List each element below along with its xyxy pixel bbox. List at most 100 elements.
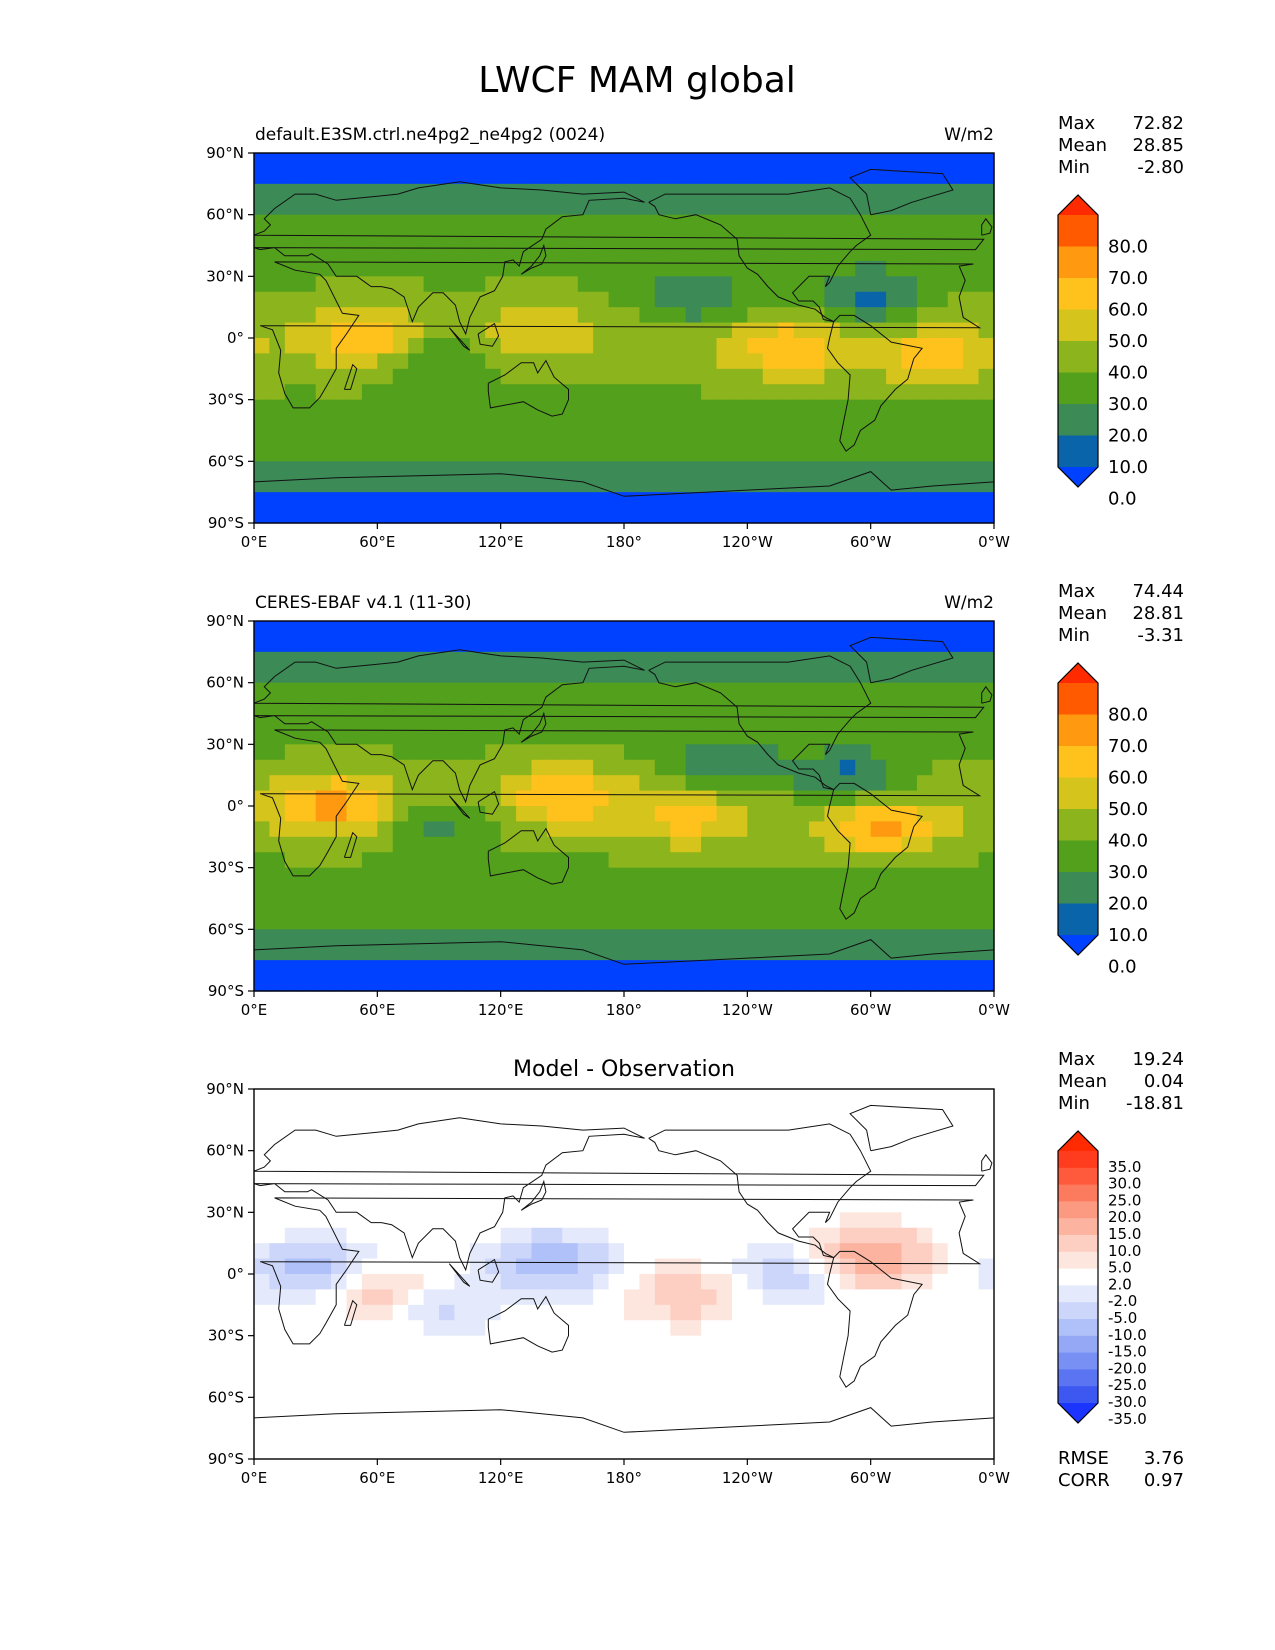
field-cell bbox=[423, 960, 440, 977]
field-cell bbox=[624, 636, 641, 653]
field-cell bbox=[654, 1243, 671, 1260]
field-cell bbox=[839, 913, 856, 930]
field-cell bbox=[516, 1212, 533, 1229]
field-cell bbox=[439, 260, 456, 277]
field-cell bbox=[315, 1289, 332, 1306]
field-cell bbox=[315, 1196, 332, 1213]
colorbar-label: 80.0 bbox=[1108, 237, 1148, 258]
field-cell bbox=[778, 667, 795, 684]
field-cell bbox=[361, 1119, 378, 1136]
field-cell bbox=[392, 1304, 409, 1321]
field-cell bbox=[300, 214, 317, 231]
field-cell bbox=[269, 245, 286, 262]
field-cell bbox=[824, 1227, 841, 1244]
field-cell bbox=[254, 1320, 271, 1337]
field-cell bbox=[315, 245, 332, 262]
field-cell bbox=[947, 821, 964, 838]
field-cell bbox=[886, 1089, 903, 1106]
field-cell bbox=[361, 1227, 378, 1244]
field-cell bbox=[546, 975, 563, 992]
field-cell bbox=[392, 651, 409, 668]
field-cell bbox=[670, 322, 687, 339]
field-cell bbox=[824, 168, 841, 185]
field-cell bbox=[531, 199, 548, 216]
field-cell bbox=[377, 1397, 394, 1414]
colorbar-label: -30.0 bbox=[1108, 1393, 1147, 1411]
field-cell bbox=[639, 214, 656, 231]
field-cell bbox=[608, 1381, 625, 1398]
field-cell bbox=[485, 775, 502, 792]
field-cell bbox=[408, 1397, 425, 1414]
field-cell bbox=[546, 1274, 563, 1291]
field-cell bbox=[346, 713, 363, 730]
field-cell bbox=[531, 338, 548, 355]
field-cell bbox=[654, 1258, 671, 1275]
field-cell bbox=[593, 445, 610, 462]
field-cell bbox=[423, 461, 440, 478]
field-cell bbox=[608, 636, 625, 653]
field-cell bbox=[439, 852, 456, 869]
field-cell bbox=[269, 913, 286, 930]
field-cell bbox=[670, 368, 687, 385]
field-cell bbox=[562, 1196, 579, 1213]
field-cell bbox=[392, 338, 409, 355]
field-cell bbox=[978, 1304, 995, 1321]
field-cell bbox=[346, 1089, 363, 1106]
field-cell bbox=[963, 1212, 980, 1229]
colorbar-segment bbox=[1058, 246, 1098, 279]
field-cell bbox=[793, 430, 810, 447]
colorbar-segment bbox=[1058, 1386, 1098, 1404]
field-cell bbox=[978, 636, 995, 653]
field-cell bbox=[439, 621, 456, 638]
field-cell bbox=[901, 1150, 918, 1167]
field-cell bbox=[886, 1196, 903, 1213]
field-cell bbox=[762, 338, 779, 355]
field-cell bbox=[284, 929, 301, 946]
field-cell bbox=[978, 291, 995, 308]
field-cell bbox=[284, 1289, 301, 1306]
field-cell bbox=[608, 759, 625, 776]
field-cell bbox=[824, 883, 841, 900]
field-cell bbox=[963, 667, 980, 684]
field-cell bbox=[762, 960, 779, 977]
field-cell bbox=[284, 836, 301, 853]
field-cell bbox=[500, 1181, 517, 1198]
field-cell bbox=[469, 759, 486, 776]
field-cell bbox=[809, 636, 826, 653]
field-cell bbox=[284, 276, 301, 293]
field-cell bbox=[963, 230, 980, 247]
field-cell bbox=[331, 667, 348, 684]
field-cell bbox=[654, 276, 671, 293]
field-cell bbox=[284, 821, 301, 838]
field-cell bbox=[731, 430, 748, 447]
field-cell bbox=[377, 621, 394, 638]
field-cell bbox=[916, 1212, 933, 1229]
field-cell bbox=[439, 1243, 456, 1260]
field-cell bbox=[778, 1089, 795, 1106]
field-cell bbox=[639, 790, 656, 807]
field-cell bbox=[762, 168, 779, 185]
field-cell bbox=[978, 322, 995, 339]
field-cell bbox=[485, 1366, 502, 1383]
field-cell bbox=[685, 507, 702, 524]
field-cell bbox=[855, 744, 872, 761]
field-cell bbox=[639, 368, 656, 385]
field-cell bbox=[978, 476, 995, 493]
field-cell bbox=[855, 883, 872, 900]
y-tick-label: 60°N bbox=[206, 1142, 244, 1160]
field-cell bbox=[500, 775, 517, 792]
field-cell bbox=[254, 867, 271, 884]
field-cell bbox=[870, 836, 887, 853]
field-cell bbox=[870, 1289, 887, 1306]
field-cell bbox=[716, 415, 733, 432]
field-cell bbox=[377, 913, 394, 930]
field-cell bbox=[701, 1243, 718, 1260]
field-cell bbox=[269, 821, 286, 838]
field-cell bbox=[346, 1166, 363, 1183]
field-cell bbox=[747, 415, 764, 432]
field-cell bbox=[793, 291, 810, 308]
field-cell bbox=[886, 852, 903, 869]
field-cell bbox=[778, 1119, 795, 1136]
field-cell bbox=[500, 1351, 517, 1368]
field-cell bbox=[762, 944, 779, 961]
